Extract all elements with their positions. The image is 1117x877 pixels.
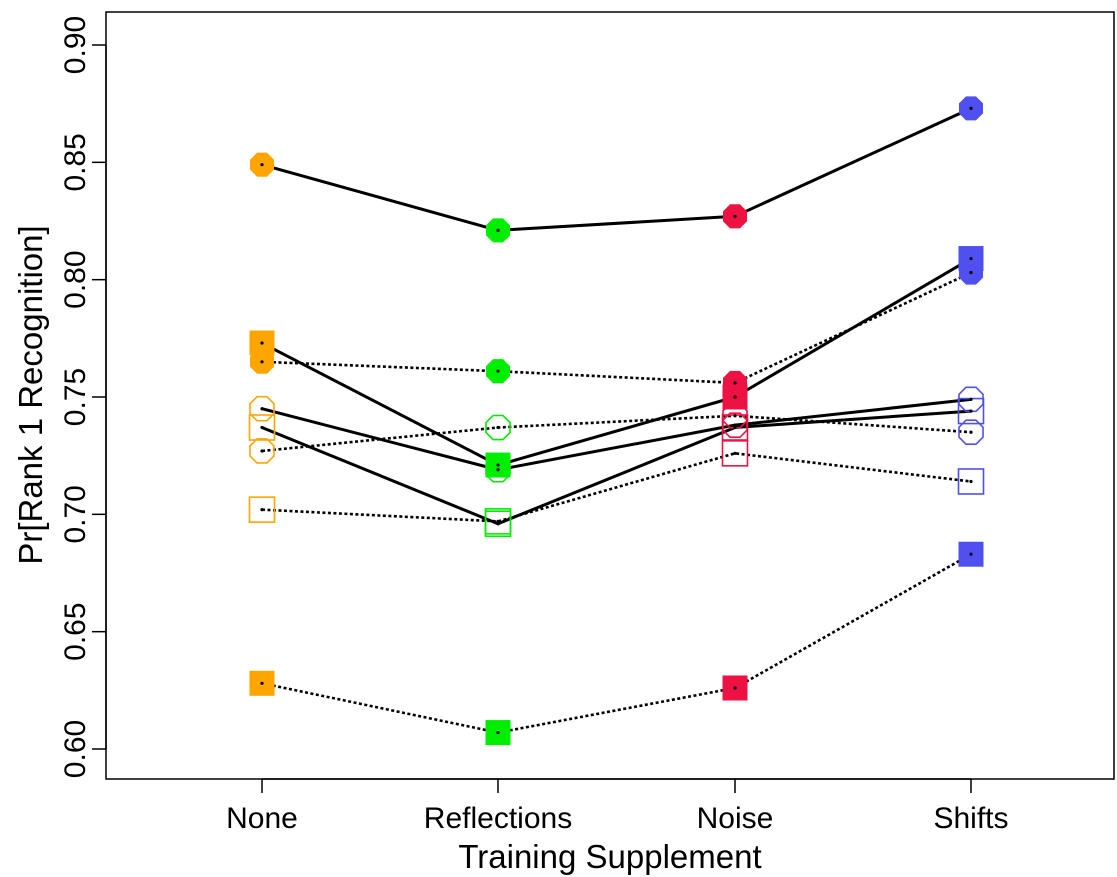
y-tick-label: 0.60 [59,720,92,778]
series-line [261,553,972,734]
square-marker [484,508,512,535]
series-line [261,271,972,385]
y-tick-label: 0.80 [59,250,92,308]
y-tick-label: 0.65 [59,602,92,660]
x-axis: None Reflections Noise Shifts [226,778,1009,835]
data-point-dot [260,681,264,685]
circle-marker [249,438,275,464]
data-point-dot [969,106,973,110]
square-marker [721,440,749,467]
square-marker [248,414,276,441]
marker-centers [260,106,973,735]
data-point-dot [260,407,264,411]
x-axis-title: Training Supplement [458,838,761,875]
square-marker [957,468,985,495]
data-point-dot [733,686,737,690]
y-tick-label: 0.70 [59,485,92,543]
data-point-dot [260,425,264,430]
y-axis-title: Pr[Rank 1 Recognition] [12,225,49,564]
circle-marker [722,402,748,429]
data-point-dot [733,214,737,218]
series-lines [261,106,972,734]
data-point-dot [260,449,264,453]
series-line [261,106,972,232]
data-point-dot [733,381,737,385]
circle-marker [485,456,511,483]
series-line [261,452,972,523]
y-tick-label: 0.75 [59,368,92,426]
square-marker [248,496,276,523]
data-point-dot [260,341,264,345]
data-point-dot [733,414,737,418]
data-point-dot [496,228,500,232]
data-point-dot [496,369,500,373]
x-tick-label: Noise [697,802,774,835]
data-point-dot [496,730,500,735]
plot-frame [105,11,1115,780]
circle-marker [958,386,984,413]
data-point-dot [733,425,737,430]
data-point-dot [496,463,500,467]
data-point-dot [969,397,973,401]
data-point-dot [969,430,973,434]
circle-marker [249,395,275,422]
circle-marker [958,419,984,446]
data-point-dot [260,163,264,167]
x-tick-label: None [226,802,298,835]
data-point-dot [733,395,737,399]
data-point-dot [733,423,737,427]
y-tick-label: 0.85 [59,133,92,191]
data-point-dot [969,409,973,413]
data-point-dot [969,479,973,484]
series-markers [248,96,985,746]
series-line [261,409,972,526]
y-axis: 0.60 0.65 0.70 0.75 0.80 0.85 0.90 [59,16,107,778]
data-point-dot [496,425,500,430]
data-point-dot [969,552,973,556]
series-line [261,414,972,453]
data-point-dot [496,468,500,472]
circle-marker [485,414,511,441]
x-tick-label: Shifts [933,802,1008,835]
data-point-dot [496,519,500,523]
data-point-dot [969,256,973,261]
x-tick-label: Reflections [424,802,572,835]
data-point-dot [496,522,500,526]
data-point-dot [733,451,737,455]
data-point-dot [969,271,973,275]
data-point-dot [260,508,264,512]
series-line [261,257,972,467]
y-tick-label: 0.90 [59,16,92,74]
data-point-dot [260,360,264,364]
series-line [261,397,972,472]
